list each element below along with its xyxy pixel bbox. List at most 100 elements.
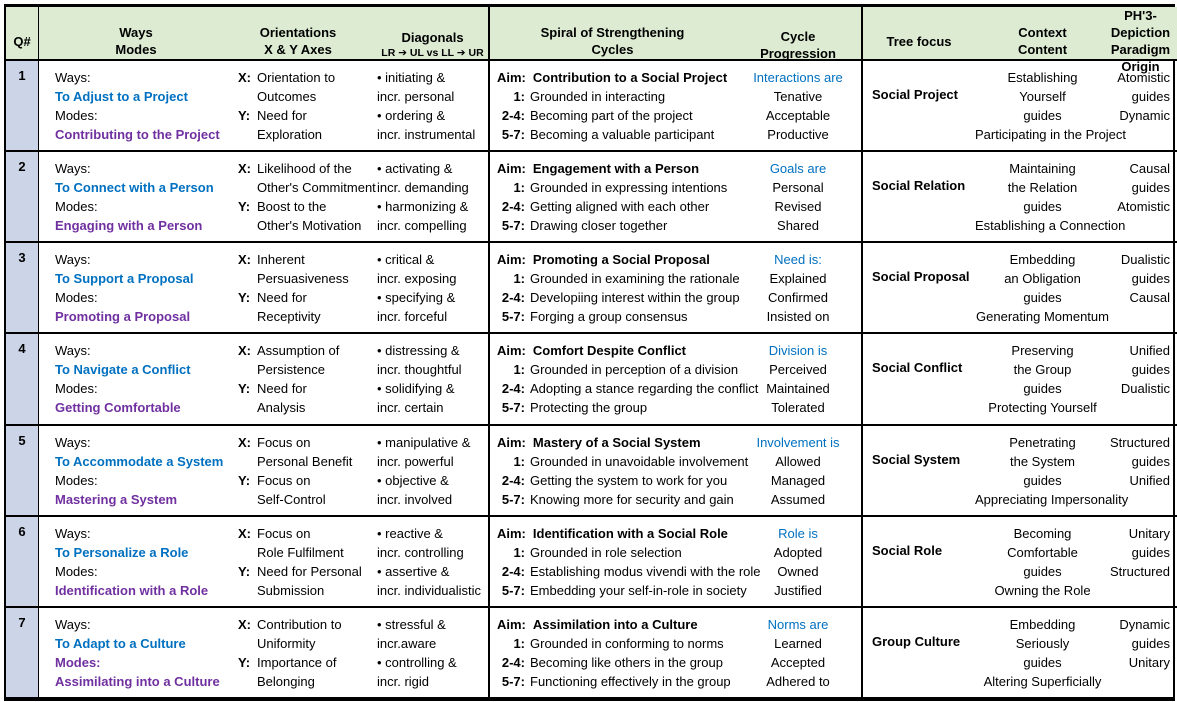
document-table: Q# Ways Modes Orientations X & Y Axes Di… xyxy=(4,4,1177,701)
context-line1: Becoming xyxy=(1013,525,1072,541)
modes-label: Modes: xyxy=(55,381,98,397)
y-axis-line1: Need for xyxy=(257,290,307,306)
context-content-cell: Embedding Seriously guides Altering Supe… xyxy=(975,608,1110,697)
context-line1: Embedding xyxy=(1009,616,1076,632)
orientations-cell: X: Inherent Persuasiveness Y: Need for R… xyxy=(233,243,363,332)
tree-focus-cell: Social System xyxy=(863,426,975,515)
diagonal-line2: incr. personal xyxy=(377,89,455,104)
diagonal-line3: • specifying & xyxy=(377,290,456,306)
y-axis-line1: Need for xyxy=(257,381,307,397)
ph3-line1: Structured xyxy=(1110,434,1170,450)
orientations-cell: X: Orientation to Outcomes Y: Need for E… xyxy=(233,61,363,150)
ph3-line1: Unified xyxy=(1129,343,1170,359)
ways-label: Ways: xyxy=(55,70,91,85)
step57-label: 5-7: xyxy=(501,127,525,142)
diagonals-cell: • stressful & incr.aware • controlling &… xyxy=(363,607,490,697)
aim-value: Identification with a Social Role xyxy=(532,525,728,541)
tree-focus-cell: Social Role xyxy=(863,517,975,606)
table-row: 3 Ways: To Support a Proposal Modes: Pro… xyxy=(6,241,1177,333)
diagonal-line2: incr.aware xyxy=(377,635,437,651)
context-line2: Yourself xyxy=(1019,89,1066,104)
step57-value: Functioning effectively in the group xyxy=(530,673,731,689)
ways-value: To Connect with a Person xyxy=(55,180,214,196)
cycle-stage1: Personal xyxy=(772,180,824,196)
y-axis-entry: Y: Need for Personal Submission xyxy=(238,562,363,600)
x-axis-line1: Inherent xyxy=(257,252,305,268)
spiral-cell: Aim: Promoting a Social Proposal 1: Grou… xyxy=(490,243,740,332)
ways-value: To Adjust to a Project xyxy=(55,89,188,104)
x-axis-line2: Persistence xyxy=(257,362,325,378)
tree-focus-value: Social Proposal xyxy=(872,269,970,285)
context-line2: Seriously xyxy=(1015,635,1070,651)
y-axis-line1: Need for xyxy=(257,108,307,123)
context-line4: Appreciating Impersonality xyxy=(975,491,1129,507)
y-axis-line1: Importance of xyxy=(257,654,337,670)
row-number: 7 xyxy=(6,607,39,697)
ph3-paradigm-cell: Dualistic guides Causal xyxy=(1110,243,1177,332)
x-axis-label: X: xyxy=(238,343,251,359)
cycle-progression-cell: Norms are Learned Accepted Adhered to xyxy=(735,607,863,697)
header-ph3-line2: Paradigm Origin xyxy=(1110,42,1171,74)
step57-label: 5-7: xyxy=(501,673,525,689)
x-axis-entry: X: Focus on Role Fulfilment xyxy=(238,524,363,562)
y-axis-line1: Boost to the xyxy=(257,199,327,215)
context-line3: guides xyxy=(1023,654,1062,670)
y-axis-label: Y: xyxy=(238,654,251,670)
header-diagonals-line1: Diagonals xyxy=(401,29,464,45)
aim-value: Comfort Despite Conflict xyxy=(532,343,687,359)
tree-focus-cell: Social Project xyxy=(863,61,975,150)
table-row: 1 Ways: To Adjust to a Project Modes: Co… xyxy=(6,59,1177,151)
diagonal-line3: • objective & xyxy=(377,472,449,488)
cycle-stage3: Shared xyxy=(777,218,819,234)
step1-label: 1: xyxy=(513,453,525,469)
context-line3: guides xyxy=(1023,563,1062,579)
x-axis-entry: X: Contribution to Uniformity xyxy=(238,615,363,653)
spiral-cell: Aim: Engagement with a Person 1: Grounde… xyxy=(490,152,735,241)
y-axis-entry: Y: Need for Analysis xyxy=(238,379,363,417)
header-ways-line1: Ways xyxy=(119,25,153,40)
y-axis-line2: Receptivity xyxy=(257,309,321,325)
step57-value: Knowing more for security and gain xyxy=(530,491,734,507)
tree-focus-value: Social Conflict xyxy=(872,360,963,376)
diagonal-line4: incr. rigid xyxy=(377,673,430,689)
aim-label: Aim: xyxy=(497,616,526,632)
context-line2: the Relation xyxy=(1007,180,1078,196)
spiral-step-5-7: 5-7: Drawing closer together xyxy=(497,216,735,235)
spiral-step-5-7: 5-7: Becoming a valuable participant xyxy=(497,125,735,144)
diagonal-line2: incr. thoughtful xyxy=(377,362,462,378)
step24-value: Establishing modus vivendi with the role xyxy=(530,563,761,579)
cycle-stage2: Confirmed xyxy=(768,290,828,306)
diagonal-line1: • distressing & xyxy=(377,343,460,359)
step24-value: Becoming like others in the group xyxy=(530,654,723,670)
y-axis-label: Y: xyxy=(238,290,251,306)
header-tree-focus-label: Tree focus xyxy=(886,33,952,49)
aim-line: Aim: Comfort Despite Conflict xyxy=(497,341,735,360)
header-cycle-progression: Cycle Progression xyxy=(735,7,863,75)
ph3-line3: Unitary xyxy=(1128,654,1170,670)
x-axis-line2: Uniformity xyxy=(257,635,316,651)
orientations-cell: X: Contribution to Uniformity Y: Importa… xyxy=(233,608,363,697)
context-line4: Generating Momentum xyxy=(976,309,1109,325)
step1-label: 1: xyxy=(513,362,525,378)
row-number: 2 xyxy=(6,152,39,242)
modes-value: Promoting a Proposal xyxy=(55,309,191,325)
x-axis-line2: Role Fulfilment xyxy=(257,544,344,560)
x-axis-line1: Focus on xyxy=(257,434,311,450)
aim-line: Aim: Contribution to a Social Project xyxy=(497,68,735,87)
x-axis-label: X: xyxy=(238,616,251,632)
ph3-line2: guides xyxy=(1131,635,1170,651)
ph3-paradigm-cell: Causal guides Atomistic xyxy=(1110,152,1177,241)
diagonal-line1: • activating & xyxy=(377,161,453,177)
spiral-step-2-4: 2-4: Developiing interest within the gro… xyxy=(497,288,740,307)
x-axis-entry: X: Focus on Personal Benefit xyxy=(238,433,363,471)
aim-value: Assimilation into a Culture xyxy=(532,616,698,632)
diagonal-line2: incr. demanding xyxy=(377,180,469,196)
step57-label: 5-7: xyxy=(501,582,525,598)
ph3-line2: guides xyxy=(1131,453,1170,469)
orientations-cell: X: Likelihood of the Other's Commitment … xyxy=(233,152,376,241)
context-content-cell: Becoming Comfortable guides Owning the R… xyxy=(975,517,1110,606)
spiral-step-5-7: 5-7: Functioning effectively in the grou… xyxy=(497,672,735,691)
diagonals-cell: • distressing & incr. thoughtful • solid… xyxy=(363,334,490,424)
context-line3: guides xyxy=(1023,199,1062,215)
